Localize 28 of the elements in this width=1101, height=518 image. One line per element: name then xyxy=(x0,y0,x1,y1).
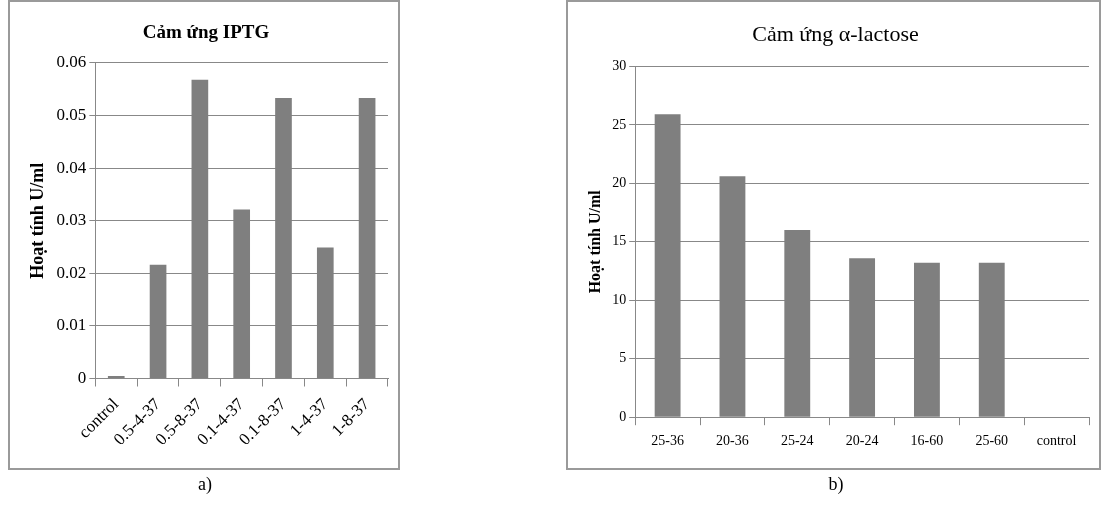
y-tick-label: 0.05 xyxy=(56,104,87,124)
y-tick-label: 0.03 xyxy=(56,210,87,230)
y-tick-label: 20 xyxy=(612,175,627,191)
y-tick-label: 25 xyxy=(612,116,627,132)
y-tick-label: 0 xyxy=(77,367,87,387)
bar xyxy=(107,375,125,379)
chart-title: Cảm ứng α-lactose xyxy=(752,20,919,46)
y-tick-label: 0.02 xyxy=(56,262,87,282)
y-tick-label: 0.06 xyxy=(56,52,87,72)
y-tick-label: 15 xyxy=(612,233,627,249)
y-tick-label: 0.01 xyxy=(56,315,87,335)
y-tick-label: 5 xyxy=(619,350,627,366)
x-tick-label: 20-24 xyxy=(845,433,879,449)
x-tick-label: 25-24 xyxy=(780,433,814,449)
y-tick-label: 30 xyxy=(612,58,627,74)
y-tick-label: 0 xyxy=(619,408,627,424)
y-axis-title: Hoạt tính U/ml xyxy=(585,189,604,294)
text: b) xyxy=(827,474,845,495)
x-tick-label: 25-36 xyxy=(651,433,684,449)
y-tick-label: 0.04 xyxy=(56,157,87,177)
chart-title: Cảm ứng IPTG xyxy=(142,21,270,43)
x-tick-label: control xyxy=(1036,433,1077,449)
x-tick-label: 25-60 xyxy=(975,433,1009,449)
x-tick-label: 20-36 xyxy=(716,433,749,449)
y-tick-label: 10 xyxy=(612,291,627,307)
x-tick-label: 16-60 xyxy=(910,433,944,449)
text: a) xyxy=(197,474,213,495)
y-axis-title: Hoạt tính U/ml xyxy=(27,162,48,279)
